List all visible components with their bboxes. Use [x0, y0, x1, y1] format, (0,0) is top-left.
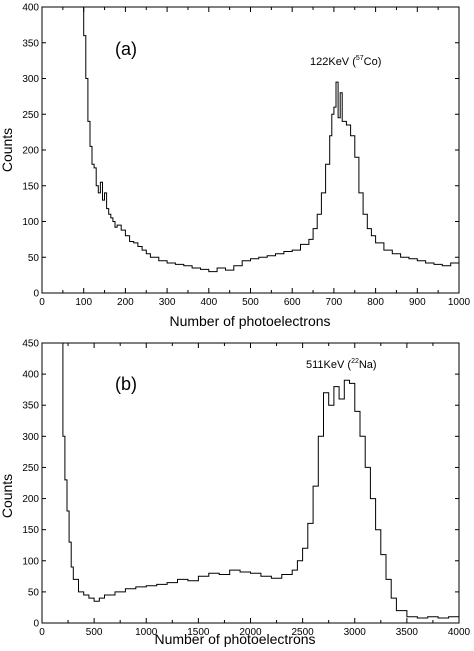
plot-frame [41, 6, 460, 294]
x-axis-ticks: 0 100 200 300 400 500 600 700 800 900 1000 [39, 7, 471, 308]
plot-frame [41, 342, 460, 624]
x-tick-label: 500 [242, 297, 259, 308]
peak-annotation: 511KeV (22Na) [306, 358, 377, 371]
y-tick-label: 100 [22, 556, 39, 567]
x-tick-label: 1500 [187, 627, 210, 638]
x-tick-label: 100 [75, 297, 92, 308]
x-tick-label: 1000 [135, 627, 158, 638]
x-tick-label: 4000 [448, 627, 471, 638]
x-tick-label: 500 [86, 627, 103, 638]
y-tick-label: 0 [33, 289, 39, 300]
y-tick-label: 450 [22, 339, 39, 350]
y-axis-ticks: 0 50 100 150 200 250 300 350 400 450 [22, 339, 459, 630]
y-tick-label: 350 [22, 38, 39, 49]
y-tick-label: 200 [22, 494, 39, 505]
x-tick-label: 2000 [239, 627, 262, 638]
y-axis-label: Counts [0, 474, 15, 518]
x-axis-label: Number of photoelectrons [169, 313, 330, 329]
x-tick-label: 600 [284, 297, 301, 308]
x-tick-label: 200 [117, 297, 134, 308]
annotation-prefix: 511KeV ( [306, 359, 351, 371]
peak-annotation: 122KeV (57Co) [310, 55, 381, 68]
annotation-suffix: Co) [364, 56, 382, 68]
y-tick-label: 50 [28, 587, 40, 598]
y-tick-label: 400 [22, 3, 39, 14]
panel-a: 0 50 100 150 200 250 300 350 400 0 100 200 300 400 50… [0, 3, 471, 330]
annotation-superscript: 57 [356, 55, 364, 62]
x-tick-label: 300 [159, 297, 176, 308]
x-tick-label: 0 [39, 297, 45, 308]
x-tick-label: 1000 [448, 297, 471, 308]
panel-label: (a) [115, 39, 137, 59]
y-tick-label: 50 [28, 253, 40, 264]
y-tick-label: 250 [22, 110, 39, 121]
x-axis-ticks: 0 500 1000 1500 2000 2500 3000 3500 4000 [39, 343, 471, 638]
y-tick-label: 250 [22, 463, 39, 474]
x-tick-label: 3500 [396, 627, 419, 638]
y-tick-label: 400 [22, 370, 39, 381]
y-axis-ticks: 0 50 100 150 200 250 300 350 400 [22, 3, 459, 300]
x-tick-label: 700 [326, 297, 343, 308]
y-tick-label: 100 [22, 217, 39, 228]
y-tick-label: 350 [22, 401, 39, 412]
x-tick-label: 0 [39, 627, 45, 638]
x-tick-label: 400 [200, 297, 217, 308]
annotation-prefix: 122KeV ( [310, 56, 356, 68]
y-tick-label: 0 [33, 619, 39, 630]
x-tick-label: 800 [367, 297, 384, 308]
x-tick-label: 900 [409, 297, 426, 308]
y-tick-label: 300 [22, 432, 39, 443]
x-tick-label: 2500 [292, 627, 315, 638]
y-tick-label: 300 [22, 74, 39, 85]
x-tick-label: 3000 [344, 627, 367, 638]
series-step-line [81, 6, 460, 273]
panel-b: 0 50 100 150 200 250 300 350 400 450 0 500 1000 1500… [0, 339, 471, 648]
y-tick-label: 200 [22, 146, 39, 157]
y-tick-label: 150 [22, 181, 39, 192]
y-tick-label: 150 [22, 525, 39, 536]
y-axis-label: Counts [0, 128, 15, 172]
series-step-line [60, 342, 459, 619]
annotation-superscript: 22 [351, 358, 359, 365]
annotation-suffix: Na) [359, 359, 377, 371]
panel-label: (b) [115, 374, 137, 394]
x-axis-label: Number of photoelectrons [154, 631, 315, 647]
